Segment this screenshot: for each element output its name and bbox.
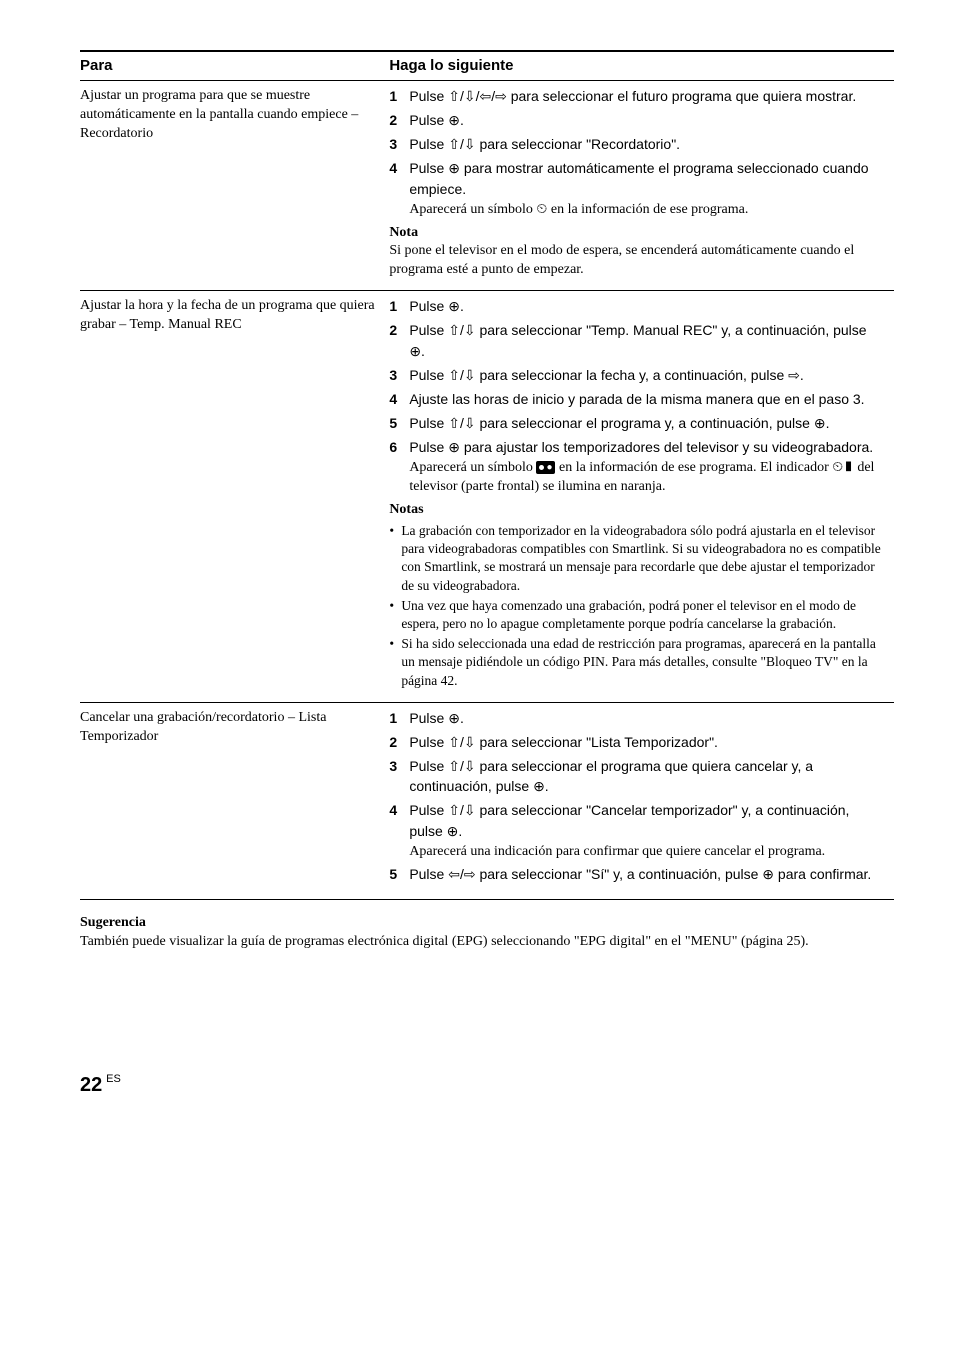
page-number: 22 <box>80 1074 102 1096</box>
row2-b3: Si ha sido seleccionada una edad de rest… <box>401 635 886 690</box>
row2-s4: Ajuste las horas de inicio y parada de l… <box>409 391 864 407</box>
row3-s2: Pulse ⇧/⇩ para seleccionar "Lista Tempor… <box>409 734 718 750</box>
bottom-rule <box>80 899 894 900</box>
row3-s4-note: Aparecerá una indicación para confirmar … <box>409 844 825 859</box>
header-para: Para <box>80 51 389 81</box>
row2-s2: Pulse ⇧/⇩ para seleccionar "Temp. Manual… <box>409 322 866 359</box>
page-lang: ES <box>106 1073 121 1085</box>
row2-s6: Pulse ⊕ para ajustar los temporizadores … <box>409 439 873 455</box>
row1-steps: 1Pulse ⇧/⇩/⇦/⇨ para seleccionar el futur… <box>389 87 886 219</box>
row1-s2: Pulse ⊕. <box>409 112 464 128</box>
row2-b1: La grabación con temporizador en la vide… <box>401 522 886 595</box>
row2-b2: Una vez que haya comenzado una grabación… <box>401 597 886 633</box>
page-footer: 22 ES <box>80 1072 894 1099</box>
row3-s5: Pulse ⇦/⇨ para seleccionar "Sí" y, a con… <box>409 866 871 882</box>
sugerencia-block: Sugerencia También puede visualizar la g… <box>80 914 894 952</box>
row2-steps: 1Pulse ⊕. 2Pulse ⇧/⇩ para seleccionar "T… <box>389 297 886 497</box>
row3-s1: Pulse ⊕. <box>409 710 464 726</box>
row2-s6n-b: en la información de ese programa. El in… <box>555 460 832 475</box>
row1-s4-note: Aparecerá un símbolo ⏲ en la información… <box>409 202 748 217</box>
instruction-table: Para Haga lo siguiente Ajustar un progra… <box>80 50 894 900</box>
sugerencia-text: También puede visualizar la guía de prog… <box>80 933 894 952</box>
row2-s5: Pulse ⇧/⇩ para seleccionar el programa y… <box>409 415 829 431</box>
row1-nota-heading: Nota <box>389 224 886 243</box>
row1-left: Ajustar un programa para que se muestre … <box>80 81 389 291</box>
row-temp-manual: Ajustar la hora y la fecha de un program… <box>80 291 894 703</box>
header-haga: Haga lo siguiente <box>389 51 894 81</box>
row2-left: Ajustar la hora y la fecha de un program… <box>80 291 389 703</box>
timer-led-icon: ⏲▮ <box>832 459 854 478</box>
row2-notas-heading: Notas <box>389 501 886 520</box>
row2-s3: Pulse ⇧/⇩ para seleccionar la fecha y, a… <box>409 367 803 383</box>
row2-s1: Pulse ⊕. <box>409 298 464 314</box>
row3-left: Cancelar una grabación/recordatorio – Li… <box>80 702 389 899</box>
row2-bullets: •La grabación con temporizador en la vid… <box>389 522 886 690</box>
row2-s6-note: Aparecerá un símbolo ● en la información… <box>409 460 874 494</box>
row-cancelar: Cancelar una grabación/recordatorio – Li… <box>80 702 894 899</box>
row1-s4: Pulse ⊕ para mostrar automáticamente el … <box>409 160 868 197</box>
row1-s3: Pulse ⇧/⇩ para seleccionar "Recordatorio… <box>409 136 680 152</box>
row2-s6n-a: Aparecerá un símbolo <box>409 460 536 475</box>
sugerencia-heading: Sugerencia <box>80 914 894 933</box>
row1-nota-text: Si pone el televisor en el modo de esper… <box>389 242 886 280</box>
row-recordatorio: Ajustar un programa para que se muestre … <box>80 81 894 291</box>
row1-s1: Pulse ⇧/⇩/⇦/⇨ para seleccionar el futuro… <box>409 88 856 104</box>
row3-s4: Pulse ⇧/⇩ para seleccionar "Cancelar tem… <box>409 802 849 839</box>
row3-s3: Pulse ⇧/⇩ para seleccionar el programa q… <box>409 758 813 795</box>
row3-steps: 1Pulse ⊕. 2Pulse ⇧/⇩ para seleccionar "L… <box>389 709 886 886</box>
rec-icon: ● <box>536 461 555 474</box>
